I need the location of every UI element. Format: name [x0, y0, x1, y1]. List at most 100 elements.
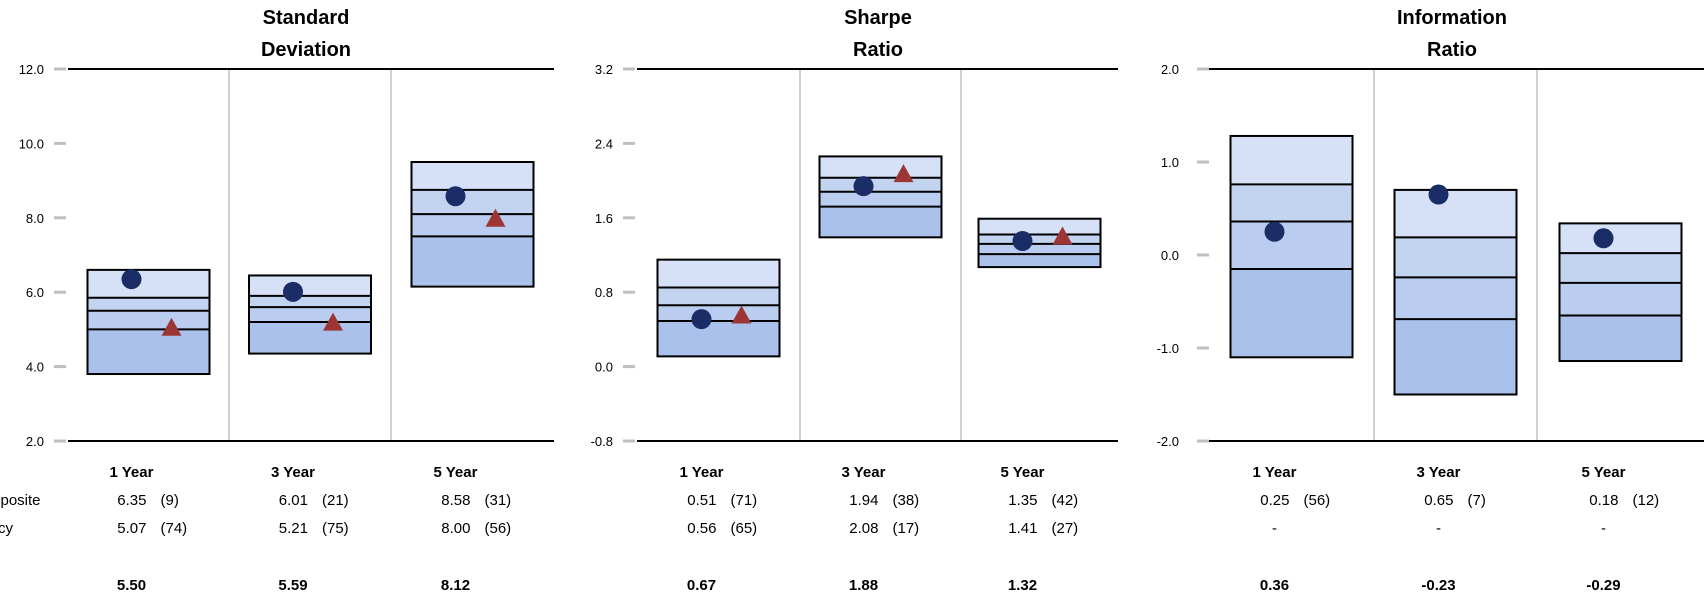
- value-cell: 1.41: [1008, 520, 1037, 537]
- rank-cell: (12): [1633, 492, 1660, 509]
- composite-marker: [1012, 231, 1033, 252]
- value-cell: 5.21: [279, 520, 308, 537]
- percentile-band: [411, 214, 534, 237]
- percentile-band: [1394, 189, 1517, 238]
- policy-marker: [323, 312, 343, 331]
- data-table: 1 Year 6.35 (9) 5.07 (74) 5.50 3 Year 6.01 (21) 5…: [0, 464, 1659, 594]
- percentile-band: [1230, 135, 1353, 185]
- percentile-band: [411, 189, 534, 215]
- value-cell: -: [1436, 520, 1441, 537]
- rank-cell: (9): [161, 492, 179, 509]
- percentile-band: [978, 234, 1101, 244]
- median-cell: 1.88: [849, 577, 878, 594]
- median-cell: 8.12: [441, 577, 470, 594]
- percentile-band: [657, 321, 780, 357]
- policy-marker: [1052, 226, 1073, 245]
- y-tick-label: 3.2: [595, 62, 613, 77]
- composite-marker: [691, 309, 712, 330]
- y-tick-label: 2.4: [595, 136, 613, 151]
- rank-cell: (42): [1052, 492, 1079, 509]
- y-tick-label: 10.0: [19, 136, 44, 151]
- rank-cell: (27): [1052, 520, 1079, 537]
- value-cell: 0.25: [1260, 492, 1289, 509]
- percentile-band: [1230, 268, 1353, 358]
- chart-panel-1: Standard Deviation 12.0 10.0 8.0 6.0 4.0 2.0: [19, 7, 554, 449]
- y-tick-label: 6.0: [26, 285, 44, 300]
- rank-cell: (56): [1304, 492, 1331, 509]
- percentile-band: [1230, 221, 1353, 269]
- composite-marker: [283, 281, 303, 302]
- percentile-band: [819, 206, 942, 238]
- value-cell: 6.35: [117, 492, 146, 509]
- rank-cell: (38): [893, 492, 920, 509]
- rank-cell: (56): [485, 520, 512, 537]
- chart-title-line: Ratio: [853, 39, 903, 61]
- percentile-box-outline: [818, 155, 943, 239]
- value-cell: -: [1272, 520, 1277, 537]
- period-header: 3 Year: [271, 464, 315, 481]
- percentile-band: [1394, 277, 1517, 320]
- value-cell: -: [1601, 520, 1606, 537]
- percentile-band: [1559, 223, 1682, 254]
- percentile-band: [1559, 282, 1682, 316]
- chart-title-line: Deviation: [261, 39, 351, 61]
- percentile-box-outline: [977, 217, 1102, 269]
- value-cell: 0.18: [1589, 492, 1618, 509]
- period-header: 1 Year: [1253, 464, 1297, 481]
- median-cell: 0.67: [687, 577, 716, 594]
- percentile-band: [978, 254, 1101, 268]
- rank-cell: (75): [322, 520, 349, 537]
- percentile-box-outline: [656, 258, 781, 358]
- percentile-box-outline: [1558, 222, 1683, 363]
- chart-title-line: Sharpe: [844, 7, 912, 29]
- percentile-band: [1230, 184, 1353, 222]
- percentile-box-outline: [410, 161, 535, 288]
- y-tick-label: 0.8: [595, 285, 613, 300]
- period-header: 3 Year: [842, 464, 886, 481]
- chart-title-line: Information: [1397, 7, 1507, 29]
- y-tick-label: 1.6: [595, 211, 613, 226]
- percentile-band: [87, 297, 210, 311]
- percentile-band: [819, 156, 942, 178]
- composite-marker: [1593, 228, 1614, 249]
- rank-cell: (31): [485, 492, 512, 509]
- median-cell: 1.32: [1008, 577, 1037, 594]
- y-tick-label: 2.0: [1161, 62, 1179, 77]
- y-tick-label: 0.0: [595, 360, 613, 375]
- chart-panel-3: Information Ratio 2.0 1.0 0.0 -1.0 -2.0: [1157, 7, 1704, 449]
- chart-title-line: Standard: [263, 7, 350, 29]
- row-label-policy: cy: [0, 520, 14, 537]
- composite-marker: [1264, 221, 1285, 242]
- value-cell: 8.58: [441, 492, 470, 509]
- policy-marker: [731, 305, 752, 324]
- percentile-band: [1394, 319, 1517, 395]
- percentile-band: [819, 177, 942, 192]
- y-tick-label: 2.0: [26, 434, 44, 449]
- percentile-band: [87, 329, 210, 375]
- rank-cell: (71): [731, 492, 758, 509]
- percentile-band: [87, 310, 210, 330]
- percentile-band: [249, 307, 371, 322]
- value-cell: 0.51: [687, 492, 716, 509]
- composite-marker: [1428, 184, 1449, 205]
- median-cell: 5.50: [117, 577, 146, 594]
- rank-cell: (17): [893, 520, 920, 537]
- value-cell: 8.00: [441, 520, 470, 537]
- period-header: 3 Year: [1417, 464, 1461, 481]
- composite-marker: [121, 269, 142, 290]
- chart-panels: Standard Deviation 12.0 10.0 8.0 6.0 4.0 2.0 Sha…: [19, 7, 1704, 449]
- y-tick-label: 0.0: [1161, 248, 1179, 263]
- value-cell: 0.56: [687, 520, 716, 537]
- median-cell: 5.59: [278, 577, 307, 594]
- median-cell: -0.29: [1586, 577, 1620, 594]
- rank-cell: (21): [322, 492, 349, 509]
- percentile-band: [657, 287, 780, 306]
- chart-title-line: Ratio: [1427, 39, 1477, 61]
- percentile-band: [657, 305, 780, 322]
- period-header: 1 Year: [680, 464, 724, 481]
- y-tick-label: 12.0: [19, 62, 44, 77]
- percentile-band: [411, 162, 534, 190]
- y-tick-label: 1.0: [1161, 155, 1179, 170]
- median-cell: 0.36: [1260, 577, 1289, 594]
